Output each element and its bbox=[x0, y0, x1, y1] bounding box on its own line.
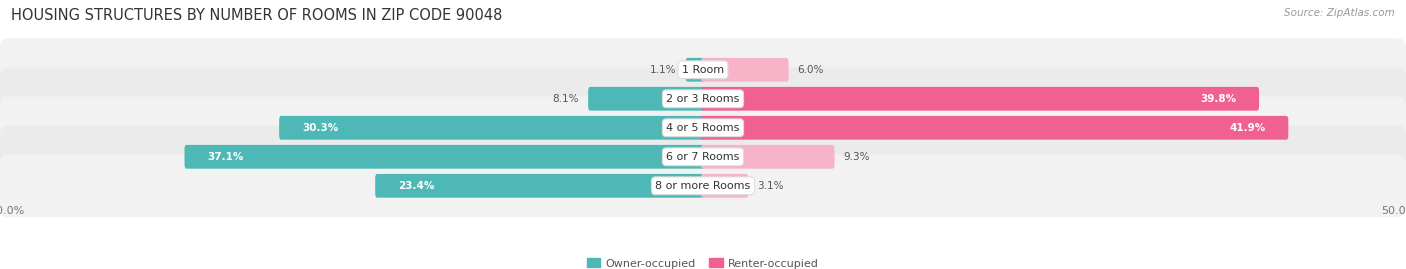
FancyBboxPatch shape bbox=[702, 58, 789, 82]
FancyBboxPatch shape bbox=[184, 145, 704, 169]
Text: 8.1%: 8.1% bbox=[553, 94, 579, 104]
Text: 41.9%: 41.9% bbox=[1229, 123, 1265, 133]
Text: 1 Room: 1 Room bbox=[682, 65, 724, 75]
Text: 4 or 5 Rooms: 4 or 5 Rooms bbox=[666, 123, 740, 133]
Text: 2 or 3 Rooms: 2 or 3 Rooms bbox=[666, 94, 740, 104]
Text: 6 or 7 Rooms: 6 or 7 Rooms bbox=[666, 152, 740, 162]
FancyBboxPatch shape bbox=[375, 174, 704, 198]
FancyBboxPatch shape bbox=[702, 174, 748, 198]
FancyBboxPatch shape bbox=[702, 116, 1288, 140]
Text: 6.0%: 6.0% bbox=[797, 65, 824, 75]
FancyBboxPatch shape bbox=[0, 97, 1406, 159]
Text: 39.8%: 39.8% bbox=[1199, 94, 1236, 104]
FancyBboxPatch shape bbox=[0, 154, 1406, 217]
Text: 8 or more Rooms: 8 or more Rooms bbox=[655, 181, 751, 191]
FancyBboxPatch shape bbox=[588, 87, 704, 111]
Legend: Owner-occupied, Renter-occupied: Owner-occupied, Renter-occupied bbox=[582, 254, 824, 269]
Text: 37.1%: 37.1% bbox=[208, 152, 243, 162]
Text: 9.3%: 9.3% bbox=[844, 152, 870, 162]
FancyBboxPatch shape bbox=[280, 116, 704, 140]
Text: HOUSING STRUCTURES BY NUMBER OF ROOMS IN ZIP CODE 90048: HOUSING STRUCTURES BY NUMBER OF ROOMS IN… bbox=[11, 8, 502, 23]
Text: 23.4%: 23.4% bbox=[398, 181, 434, 191]
Text: 3.1%: 3.1% bbox=[758, 181, 783, 191]
FancyBboxPatch shape bbox=[702, 87, 1260, 111]
Text: 1.1%: 1.1% bbox=[650, 65, 676, 75]
Text: Source: ZipAtlas.com: Source: ZipAtlas.com bbox=[1284, 8, 1395, 18]
FancyBboxPatch shape bbox=[702, 145, 835, 169]
FancyBboxPatch shape bbox=[0, 38, 1406, 101]
Text: 30.3%: 30.3% bbox=[302, 123, 339, 133]
FancyBboxPatch shape bbox=[0, 68, 1406, 130]
FancyBboxPatch shape bbox=[686, 58, 704, 82]
FancyBboxPatch shape bbox=[0, 125, 1406, 188]
